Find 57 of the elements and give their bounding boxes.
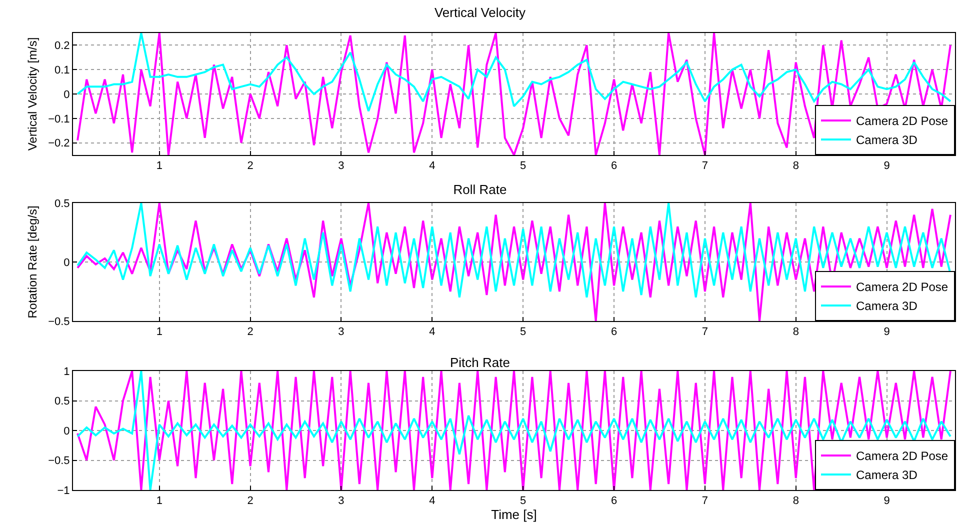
y-tick-label: 0.5 [54, 396, 70, 408]
x-tick-label: 4 [429, 160, 436, 172]
x-tick-label: 1 [156, 495, 162, 508]
x-tick-label: 2 [247, 495, 254, 508]
y-tick-label: −0.1 [48, 113, 70, 126]
x-tick-label: 6 [610, 160, 618, 172]
y-tick-label: −1 [57, 484, 70, 497]
legend-label: Camera 2D Pose [856, 280, 948, 294]
x-tick-label: 3 [338, 326, 344, 338]
y-tick-label: 0 [64, 425, 70, 438]
y-tick-label: −0.5 [48, 316, 70, 328]
line-series [76, 203, 952, 321]
chart-title: Vertical Velocity [434, 5, 526, 20]
legend-label: Camera 3D [856, 133, 918, 148]
x-tick-label: 4 [429, 495, 436, 508]
legend-label: Camera 2D Pose [856, 449, 948, 464]
legend-label: Camera 2D Pose [856, 114, 948, 128]
y-tick-label: 0.5 [54, 198, 70, 210]
x-tick-label: 8 [792, 326, 799, 338]
x-tick-label: 1 [156, 160, 162, 172]
x-tick-label: 6 [610, 326, 618, 338]
y-axis-title: Rotation Rate [deg/s] [25, 206, 40, 318]
x-tick-label: 3 [338, 495, 344, 508]
x-tick-label: 7 [702, 326, 708, 338]
x-axis-title: Time [s] [491, 507, 537, 522]
y-tick-label: −0.2 [48, 138, 70, 150]
x-tick-label: 8 [792, 495, 799, 508]
line-series [76, 33, 952, 112]
y-axis-title: Vertical Velocity [m/s] [25, 37, 40, 151]
x-tick-label: 5 [520, 160, 526, 172]
x-tick-label: 8 [792, 160, 799, 172]
y-tick-label: 0 [64, 256, 70, 269]
x-tick-label: 9 [884, 326, 890, 338]
x-tick-label: 2 [247, 326, 254, 338]
y-tick-label: 0.2 [54, 40, 70, 52]
x-tick-label: 1 [156, 326, 162, 338]
x-tick-label: 7 [702, 495, 708, 508]
legend-label: Camera 3D [856, 299, 918, 314]
line-series [76, 33, 952, 155]
y-tick-label: 0 [64, 88, 70, 101]
line-series [76, 371, 952, 490]
x-tick-label: 4 [429, 326, 436, 338]
chart-title: Roll Rate [453, 182, 507, 198]
x-tick-label: 9 [884, 160, 890, 172]
y-tick-label: −0.5 [48, 455, 70, 468]
x-tick-label: 3 [338, 160, 344, 172]
chart-title: Pitch Rate [450, 355, 510, 370]
line-series [76, 203, 952, 298]
x-tick-label: 7 [702, 160, 708, 172]
x-tick-label: 5 [520, 495, 526, 508]
x-tick-label: 9 [884, 495, 890, 508]
y-tick-label: 1 [64, 366, 70, 378]
x-tick-label: 5 [520, 326, 526, 338]
x-tick-label: 6 [610, 495, 618, 508]
x-tick-label: 2 [247, 160, 254, 172]
legend-label: Camera 3D [856, 468, 918, 482]
y-tick-label: 0.1 [54, 64, 70, 76]
